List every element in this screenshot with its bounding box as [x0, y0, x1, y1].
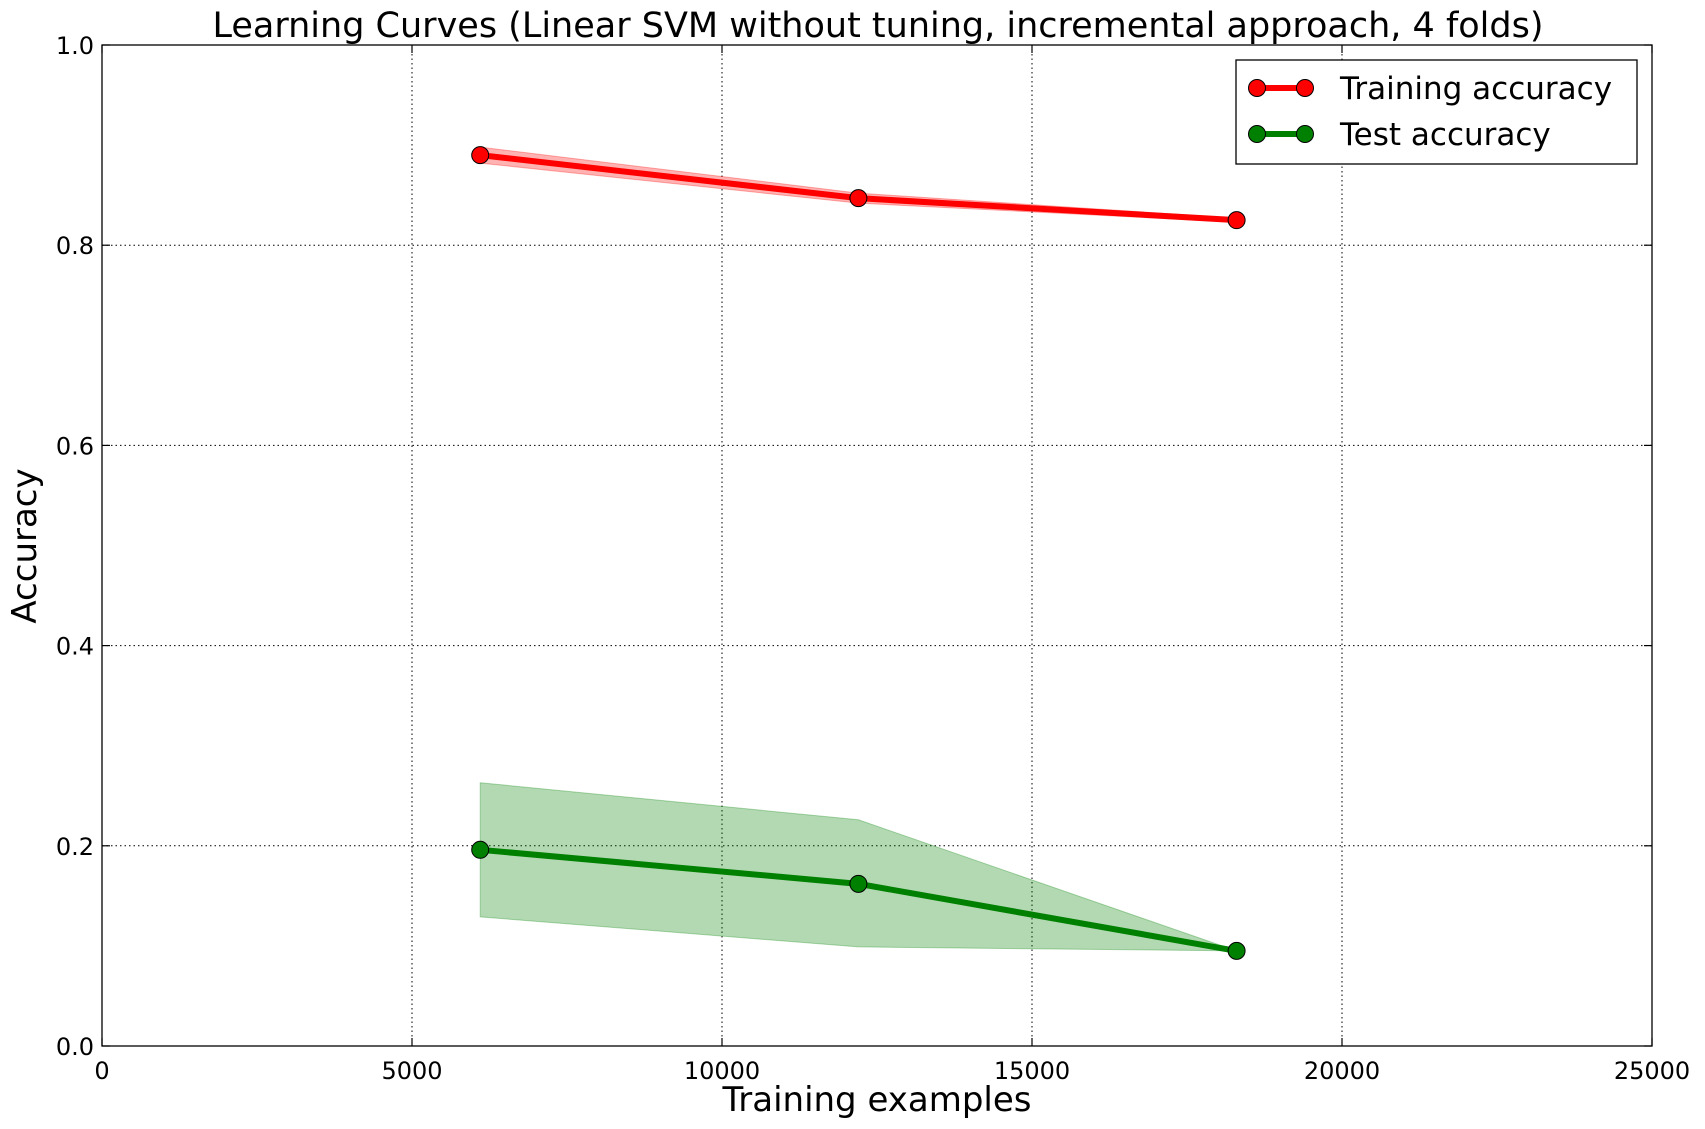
- point-training: [1227, 211, 1246, 230]
- point-test: [1227, 941, 1246, 960]
- x-tick-label: 20000: [1304, 1057, 1380, 1085]
- legend-marker: [1296, 79, 1314, 97]
- legend-marker: [1248, 79, 1266, 97]
- y-axis-title: Accuracy: [5, 468, 45, 623]
- legend: Training accuracy Test accuracy: [1235, 59, 1638, 165]
- x-tick-label: 5000: [381, 1057, 442, 1085]
- point-test: [471, 840, 490, 859]
- chart-title: Learning Curves (Linear SVM without tuni…: [212, 6, 1543, 46]
- band-test: [479, 782, 1237, 952]
- series-markers: [471, 146, 1246, 960]
- grid-lines: [102, 45, 1652, 1046]
- x-tick-label: 0: [94, 1057, 109, 1085]
- y-tick-label: 1.0: [56, 32, 94, 60]
- x-tick-label: 10000: [684, 1057, 760, 1085]
- plot-area-frame: [101, 44, 1653, 1047]
- y-tick-label: 0.2: [56, 833, 94, 861]
- legend-label: Training accuracy: [1339, 71, 1612, 107]
- legend-marker: [1248, 125, 1266, 143]
- y-tick-label: 0.8: [56, 232, 94, 260]
- point-test: [849, 874, 868, 893]
- y-tick-label: 0.6: [56, 432, 94, 460]
- axis-ticks: 0 5000 10000 15000 20000 25000 0.0 0.2 0.4 0.6 0.8…: [56, 32, 1690, 1085]
- point-training: [849, 189, 868, 208]
- legend-marker: [1296, 125, 1314, 143]
- x-tick-label: 25000: [1614, 1057, 1690, 1085]
- x-tick-label: 15000: [994, 1057, 1070, 1085]
- x-axis-title: Training examples: [721, 1080, 1031, 1120]
- legend-box: [1235, 59, 1638, 165]
- legend-label: Test accuracy: [1339, 117, 1551, 153]
- point-training: [471, 146, 490, 165]
- y-tick-label: 0.0: [56, 1033, 94, 1061]
- y-tick-label: 0.4: [56, 633, 94, 661]
